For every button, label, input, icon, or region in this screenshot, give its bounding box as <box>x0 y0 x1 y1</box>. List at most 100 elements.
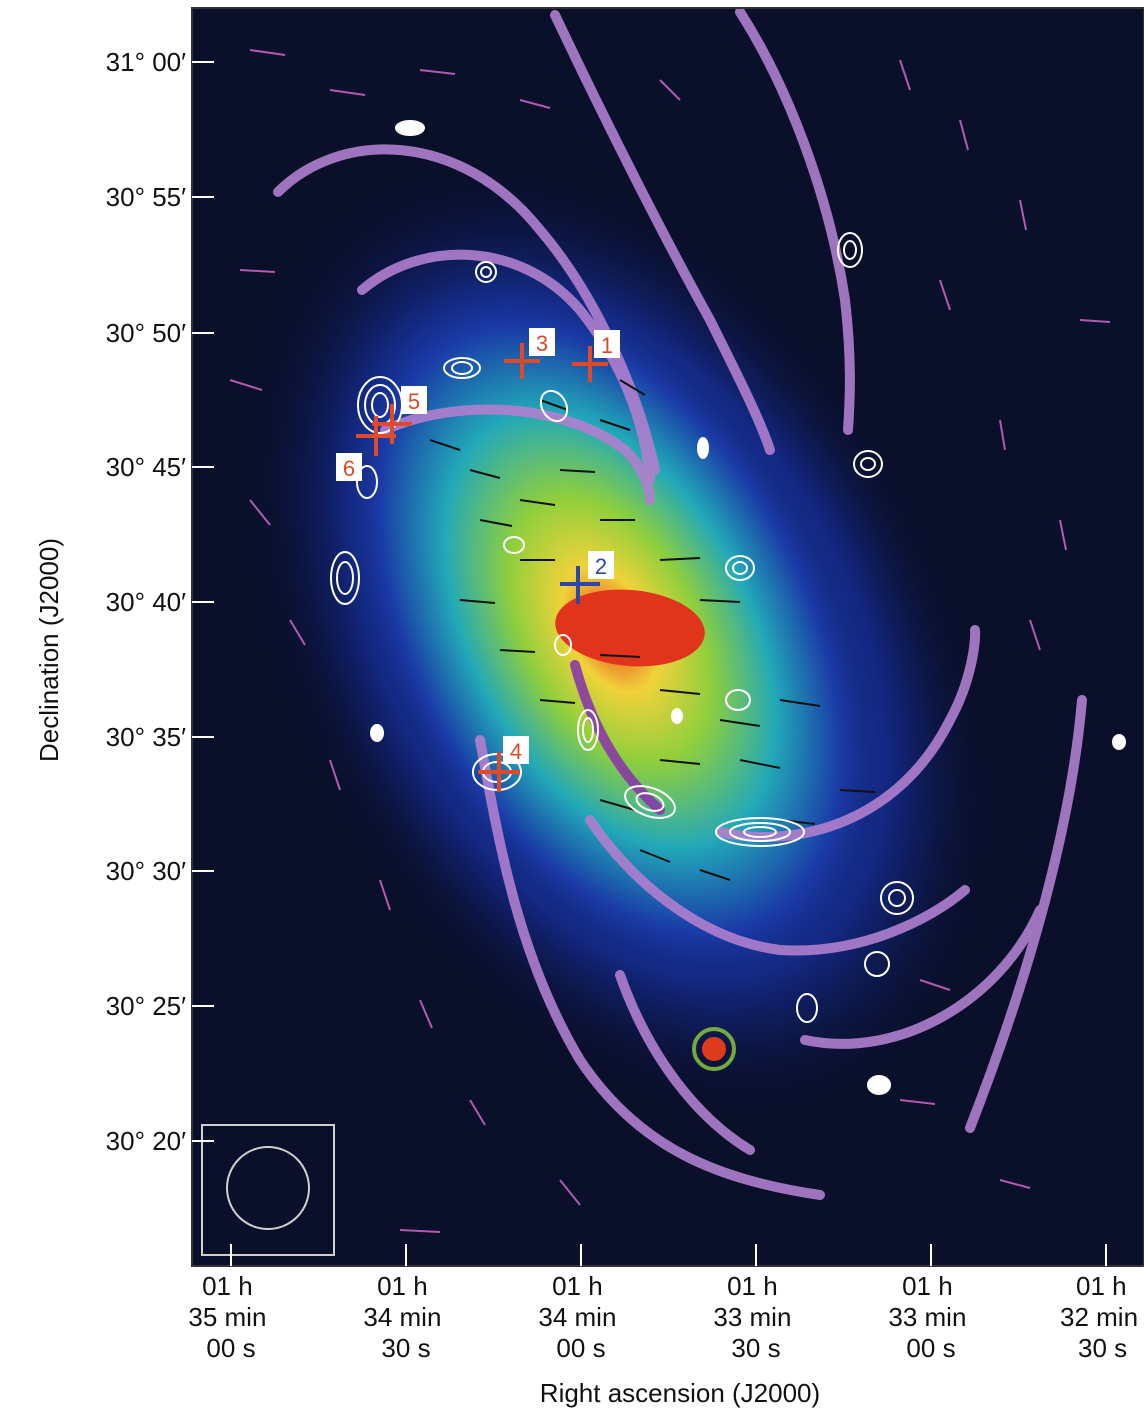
x-axis-label: Right ascension (J2000) <box>540 1378 820 1408</box>
vector <box>399 1229 441 1233</box>
x-tick-hours: 01 h <box>902 1271 953 1301</box>
polarization-vectors-inner <box>429 379 876 881</box>
vector <box>939 279 951 311</box>
x-tick-seconds: 00 s <box>206 1333 255 1363</box>
vector <box>839 789 876 793</box>
x-tick-seconds: 30 s <box>381 1333 430 1363</box>
vector <box>469 1099 486 1126</box>
vector <box>289 619 306 646</box>
marker-label-5: 5 <box>408 389 420 414</box>
y-tick-label: 31° 00′ <box>106 47 186 77</box>
contour-source <box>443 357 481 379</box>
contour-source <box>539 389 569 423</box>
contour-source <box>743 826 777 838</box>
vector <box>519 99 551 109</box>
vector <box>1019 199 1027 231</box>
vector <box>419 999 433 1029</box>
arm <box>380 404 655 505</box>
marker-3: 3 <box>504 328 555 379</box>
contour-source <box>451 361 473 375</box>
vector <box>419 69 456 75</box>
arm <box>615 970 755 1155</box>
contour-source <box>624 785 676 819</box>
x-tick-label: 01 h 34 min 00 s <box>538 1271 623 1363</box>
marker-label-bg <box>336 453 362 481</box>
marker-2: 2 <box>560 551 614 604</box>
y-tick-label: 30° 45′ <box>106 452 186 482</box>
vector <box>499 649 536 653</box>
vector <box>599 419 631 431</box>
x-tick-minutes: 32 min <box>1060 1302 1138 1332</box>
radio-contours <box>330 120 1126 1095</box>
x-tick-marks <box>230 1244 1107 1266</box>
contour-source <box>843 240 857 260</box>
vector <box>959 119 969 151</box>
vector <box>479 519 513 527</box>
x-tick-label: 01 h 32 min 30 s <box>1060 1271 1144 1363</box>
x-tick-hours: 01 h <box>377 1271 428 1301</box>
marker-label-3: 3 <box>536 331 548 356</box>
contour-source <box>503 536 525 554</box>
x-tick-minutes: 35 min <box>188 1302 266 1332</box>
vector <box>1079 319 1111 323</box>
marker-6: 6 <box>336 416 396 481</box>
x-tick-seconds: 30 s <box>1078 1333 1127 1363</box>
contour-source <box>715 817 805 847</box>
bright-star-halo <box>692 1027 736 1071</box>
vector <box>599 799 636 811</box>
arm <box>585 815 970 956</box>
marker-label-2: 2 <box>595 554 607 579</box>
plot-area: 1 2 3 4 <box>192 8 1144 1266</box>
vector <box>1029 619 1041 651</box>
x-tick-label: 01 h 35 min 00 s <box>188 1271 273 1363</box>
contour-source <box>577 709 599 751</box>
vector <box>539 399 569 411</box>
x-tick-label: 01 h 34 min 30 s <box>363 1271 448 1363</box>
vector <box>249 499 271 526</box>
x-tick-labels: 01 h 35 min 00 s 01 h 34 min 30 s 01 h 3… <box>188 1271 1144 1363</box>
x-tick-minutes: 34 min <box>538 1302 616 1332</box>
plot-frame <box>191 7 1144 1267</box>
x-tick-seconds: 00 s <box>906 1333 955 1363</box>
vector <box>999 1179 1031 1189</box>
arm <box>965 695 1087 1133</box>
y-tick-label: 30° 40′ <box>106 587 186 617</box>
vector <box>329 89 366 96</box>
x-tick-hours: 01 h <box>1076 1271 1127 1301</box>
arm <box>800 905 1045 1049</box>
contour-source <box>888 889 906 907</box>
x-tick-minutes: 34 min <box>363 1302 441 1332</box>
vector <box>899 59 911 91</box>
marker-5: 5 <box>372 386 427 444</box>
vector <box>519 499 556 506</box>
vector <box>619 379 646 396</box>
y-tick-marks <box>192 61 214 1142</box>
vector <box>379 879 391 911</box>
x-tick-seconds: 00 s <box>556 1333 605 1363</box>
contour-source <box>1112 734 1126 750</box>
marker-4: 4 <box>478 736 529 792</box>
y-tick-label: 30° 50′ <box>106 318 186 348</box>
contour-source <box>330 551 360 605</box>
y-tick-label: 30° 35′ <box>106 722 186 752</box>
arm <box>715 625 981 842</box>
contour-source <box>480 266 492 278</box>
vector <box>699 599 741 603</box>
contour-source <box>336 561 354 595</box>
y-axis-label: Declination (J2000) <box>34 538 64 762</box>
contour-source <box>725 689 751 711</box>
vector <box>459 599 496 604</box>
x-tick-label: 01 h 33 min 00 s <box>888 1271 973 1363</box>
contour-source <box>860 457 876 471</box>
contour-source <box>837 232 863 268</box>
source-markers: 1 2 3 4 <box>336 328 620 792</box>
contour-source <box>475 261 497 283</box>
contour-source <box>796 993 818 1023</box>
vector <box>249 49 286 56</box>
marker-label-6: 6 <box>343 456 355 481</box>
vector <box>719 719 761 727</box>
contour-source <box>635 792 665 812</box>
vector <box>239 269 276 273</box>
beam-frame <box>201 1124 335 1256</box>
contour-source <box>371 392 389 418</box>
